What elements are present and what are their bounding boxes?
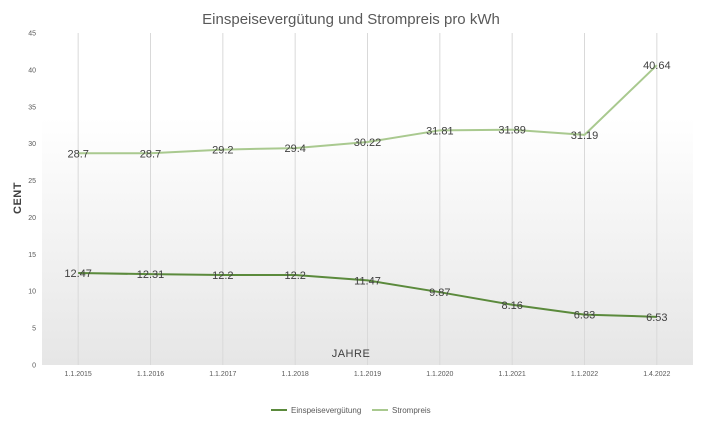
series-group — [78, 64, 658, 318]
data-labels: 12.47 12.31 12.2 12.2 11.47 9.87 8.16 6.83 6.53 2… — [64, 60, 670, 324]
data-label: 9.87 — [429, 287, 450, 299]
data-label: 11.47 — [354, 275, 381, 287]
y-tick-label: 45 — [28, 31, 36, 38]
y-tick-label: 10 — [28, 289, 36, 296]
y-tick-label: 15 — [28, 252, 36, 259]
x-tick-label: 1.1.2017 — [209, 371, 236, 378]
x-tick-label: 1.1.2022 — [571, 371, 598, 378]
legend: Einspeisevergütung Strompreis — [271, 406, 431, 415]
chart-title: Einspeisevergütung und Strompreis pro kW… — [202, 11, 500, 28]
y-axis-label: CENT — [12, 182, 24, 214]
legend-label-2: Strompreis — [392, 406, 431, 415]
legend-label-1: Einspeisevergütung — [291, 406, 361, 415]
x-axis: 1.1.2015 1.1.2016 1.1.2017 1.1.2018 1.1.2019… — [65, 371, 671, 378]
y-axis: 0 5 10 15 20 25 30 35 40 45 — [28, 31, 36, 370]
y-tick-label: 25 — [28, 178, 36, 185]
series-line-2 — [78, 64, 658, 155]
data-label: 12.47 — [64, 268, 92, 280]
data-label: 8.16 — [501, 300, 522, 312]
data-label: 31.19 — [571, 130, 599, 142]
y-tick-label: 5 — [32, 326, 36, 333]
x-tick-label: 1.1.2021 — [499, 371, 526, 378]
y-tick-label: 30 — [28, 141, 36, 148]
x-tick-label: 1.1.2015 — [65, 371, 92, 378]
x-tick-label: 1.1.2016 — [137, 371, 164, 378]
y-tick-label: 20 — [28, 215, 36, 222]
x-tick-label: 1.1.2018 — [282, 371, 309, 378]
data-label: 31.89 — [498, 125, 526, 137]
data-label: 31.81 — [426, 125, 454, 137]
x-tick-label: 1.1.2019 — [354, 371, 381, 378]
data-label: 6.53 — [646, 312, 667, 324]
x-tick-label: 1.4.2022 — [643, 371, 670, 378]
data-label: 29.2 — [212, 145, 233, 157]
data-label: 12.2 — [212, 270, 233, 282]
y-tick-label: 40 — [28, 67, 36, 74]
data-label: 29.4 — [284, 143, 305, 155]
data-label: 40.64 — [643, 60, 671, 72]
y-tick-label: 35 — [28, 104, 36, 111]
data-label: 28.7 — [140, 148, 161, 160]
x-tick-label: 1.1.2020 — [426, 371, 453, 378]
vertical-gridlines — [77, 33, 658, 365]
series-line-1 — [78, 271, 657, 318]
y-tick-label: 0 — [32, 363, 36, 370]
x-axis-label: JAHRE — [332, 348, 371, 360]
data-label: 12.2 — [284, 270, 305, 282]
data-label: 30.22 — [354, 137, 382, 149]
data-label: 28.7 — [67, 148, 88, 160]
data-label: 12.31 — [137, 269, 165, 281]
data-label: 6.83 — [574, 310, 595, 322]
